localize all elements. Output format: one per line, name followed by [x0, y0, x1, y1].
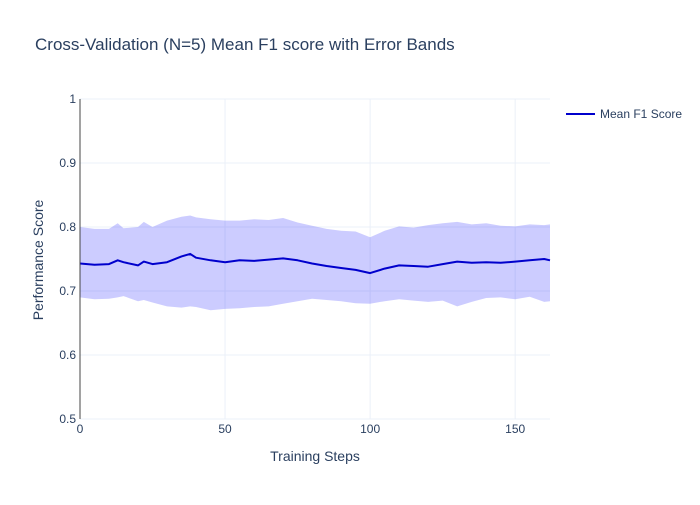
error-band — [80, 215, 550, 311]
legend-label: Mean F1 Score — [600, 107, 682, 121]
y-tick-label: 0.8 — [59, 220, 76, 234]
y-tick-label: 0.5 — [59, 412, 76, 426]
chart-title: Cross-Validation (N=5) Mean F1 score wit… — [35, 35, 455, 54]
x-tick-label: 50 — [218, 422, 232, 436]
y-tick-label: 1 — [69, 92, 76, 106]
legend[interactable]: Mean F1 Score — [566, 107, 682, 121]
error-band-layer — [80, 215, 550, 311]
y-tick-label: 0.9 — [59, 156, 76, 170]
series-line-layer — [79, 252, 551, 275]
mean-f1-line — [79, 252, 551, 275]
y-tick-label: 0.7 — [59, 284, 76, 298]
x-tick-label: 150 — [505, 422, 525, 436]
grid-layer — [80, 98, 550, 420]
x-tick-label: 100 — [360, 422, 380, 436]
y-axis-title: Performance Score — [30, 199, 46, 320]
y-tick-label: 0.6 — [59, 348, 76, 362]
x-tick-label: 0 — [77, 422, 84, 436]
axis-layer: 0.5 0.6 0.7 0.8 0.9 1 0 50 100 150 — [59, 92, 525, 436]
x-axis-title: Training Steps — [270, 448, 360, 464]
